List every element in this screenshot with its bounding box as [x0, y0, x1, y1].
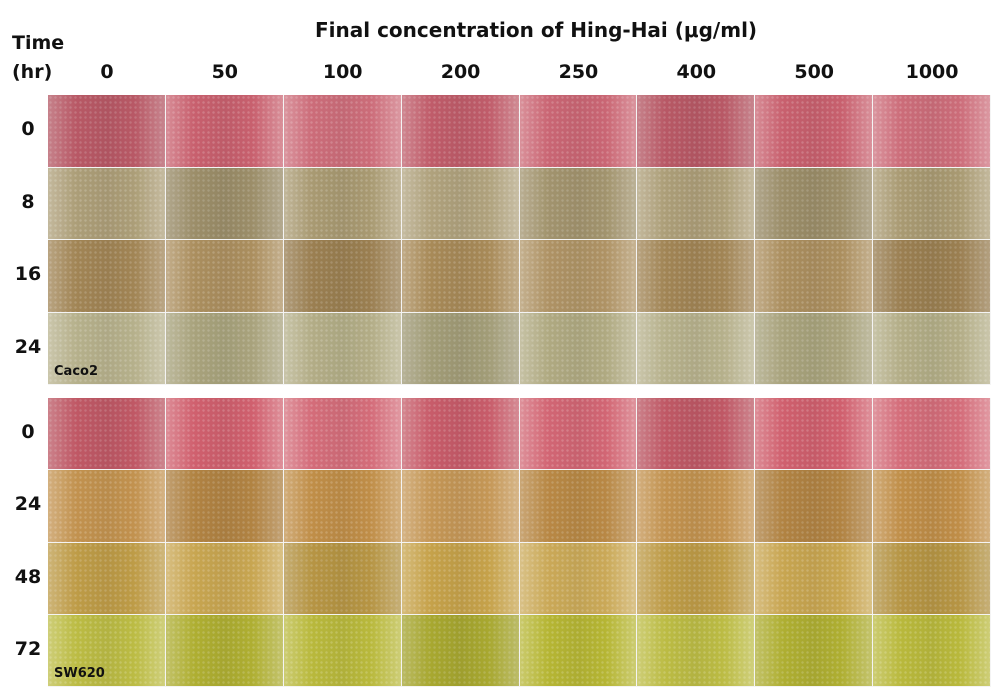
micrograph: [166, 398, 284, 470]
panel-label: SW620: [54, 666, 105, 681]
micrograph: [284, 168, 402, 241]
micrograph: [402, 95, 520, 168]
micrograph: [520, 543, 638, 615]
micrograph: [755, 168, 873, 241]
micrograph: [520, 313, 638, 386]
micrograph: [402, 398, 520, 470]
micrograph: [402, 615, 520, 687]
unit-label: (hr): [12, 61, 52, 83]
micrograph: [520, 240, 638, 313]
micrograph: [284, 95, 402, 168]
micrograph: [284, 470, 402, 542]
micrograph: [520, 168, 638, 241]
micrograph: [520, 398, 638, 470]
micrograph: [284, 313, 402, 386]
figure-title: Final concentration of Hing-Hai (μg/ml): [315, 18, 757, 42]
micrograph: [166, 543, 284, 615]
micrograph: [166, 470, 284, 542]
micrograph: [637, 543, 755, 615]
micrograph: [873, 240, 991, 313]
micrograph: [402, 313, 520, 386]
micrograph: [755, 240, 873, 313]
micrograph: [284, 398, 402, 470]
micrograph: [48, 240, 166, 313]
micrograph: [873, 168, 991, 241]
micrograph: [755, 543, 873, 615]
micrograph: [873, 615, 991, 687]
micrograph: [873, 470, 991, 542]
panel-label: Caco2: [54, 364, 98, 379]
micrograph: [166, 615, 284, 687]
time-label: Time: [12, 32, 64, 54]
micrograph: [48, 543, 166, 615]
micrograph: [755, 313, 873, 386]
micrograph: [637, 398, 755, 470]
micrograph: [402, 168, 520, 241]
micrograph: [755, 615, 873, 687]
micrograph: [755, 95, 873, 168]
micrograph: [873, 398, 991, 470]
figure: Final concentration of Hing-Hai (μg/ml) …: [0, 0, 991, 687]
micrograph: [520, 470, 638, 542]
micrograph: [48, 470, 166, 542]
micrograph: [284, 240, 402, 313]
micrograph: [48, 95, 166, 168]
micrograph: [755, 470, 873, 542]
column-label: 100: [284, 61, 402, 83]
micrograph: [637, 615, 755, 687]
column-label: 250: [520, 61, 638, 83]
micrograph: [755, 398, 873, 470]
micrograph: [873, 543, 991, 615]
micrograph: [873, 313, 991, 386]
micrograph: [402, 470, 520, 542]
micrograph: [637, 240, 755, 313]
micrograph: [166, 240, 284, 313]
column-label: 50: [166, 61, 284, 83]
column-label: 500: [755, 61, 873, 83]
micrograph: [166, 168, 284, 241]
micrograph: [520, 615, 638, 687]
micrograph: [637, 470, 755, 542]
micrograph: [166, 95, 284, 168]
micrograph: [873, 95, 991, 168]
micrograph: [284, 615, 402, 687]
micrograph: [48, 398, 166, 470]
micrograph: [637, 95, 755, 168]
micrograph: [48, 168, 166, 241]
micrograph: [166, 313, 284, 386]
column-label: 400: [637, 61, 755, 83]
micrograph: [637, 168, 755, 241]
micrograph: [520, 95, 638, 168]
column-label: 0: [48, 61, 166, 83]
micrograph: [284, 543, 402, 615]
column-label: 1000: [873, 61, 991, 83]
micrograph: [402, 240, 520, 313]
micrograph: [637, 313, 755, 386]
column-label: 200: [402, 61, 520, 83]
micrograph: [402, 543, 520, 615]
